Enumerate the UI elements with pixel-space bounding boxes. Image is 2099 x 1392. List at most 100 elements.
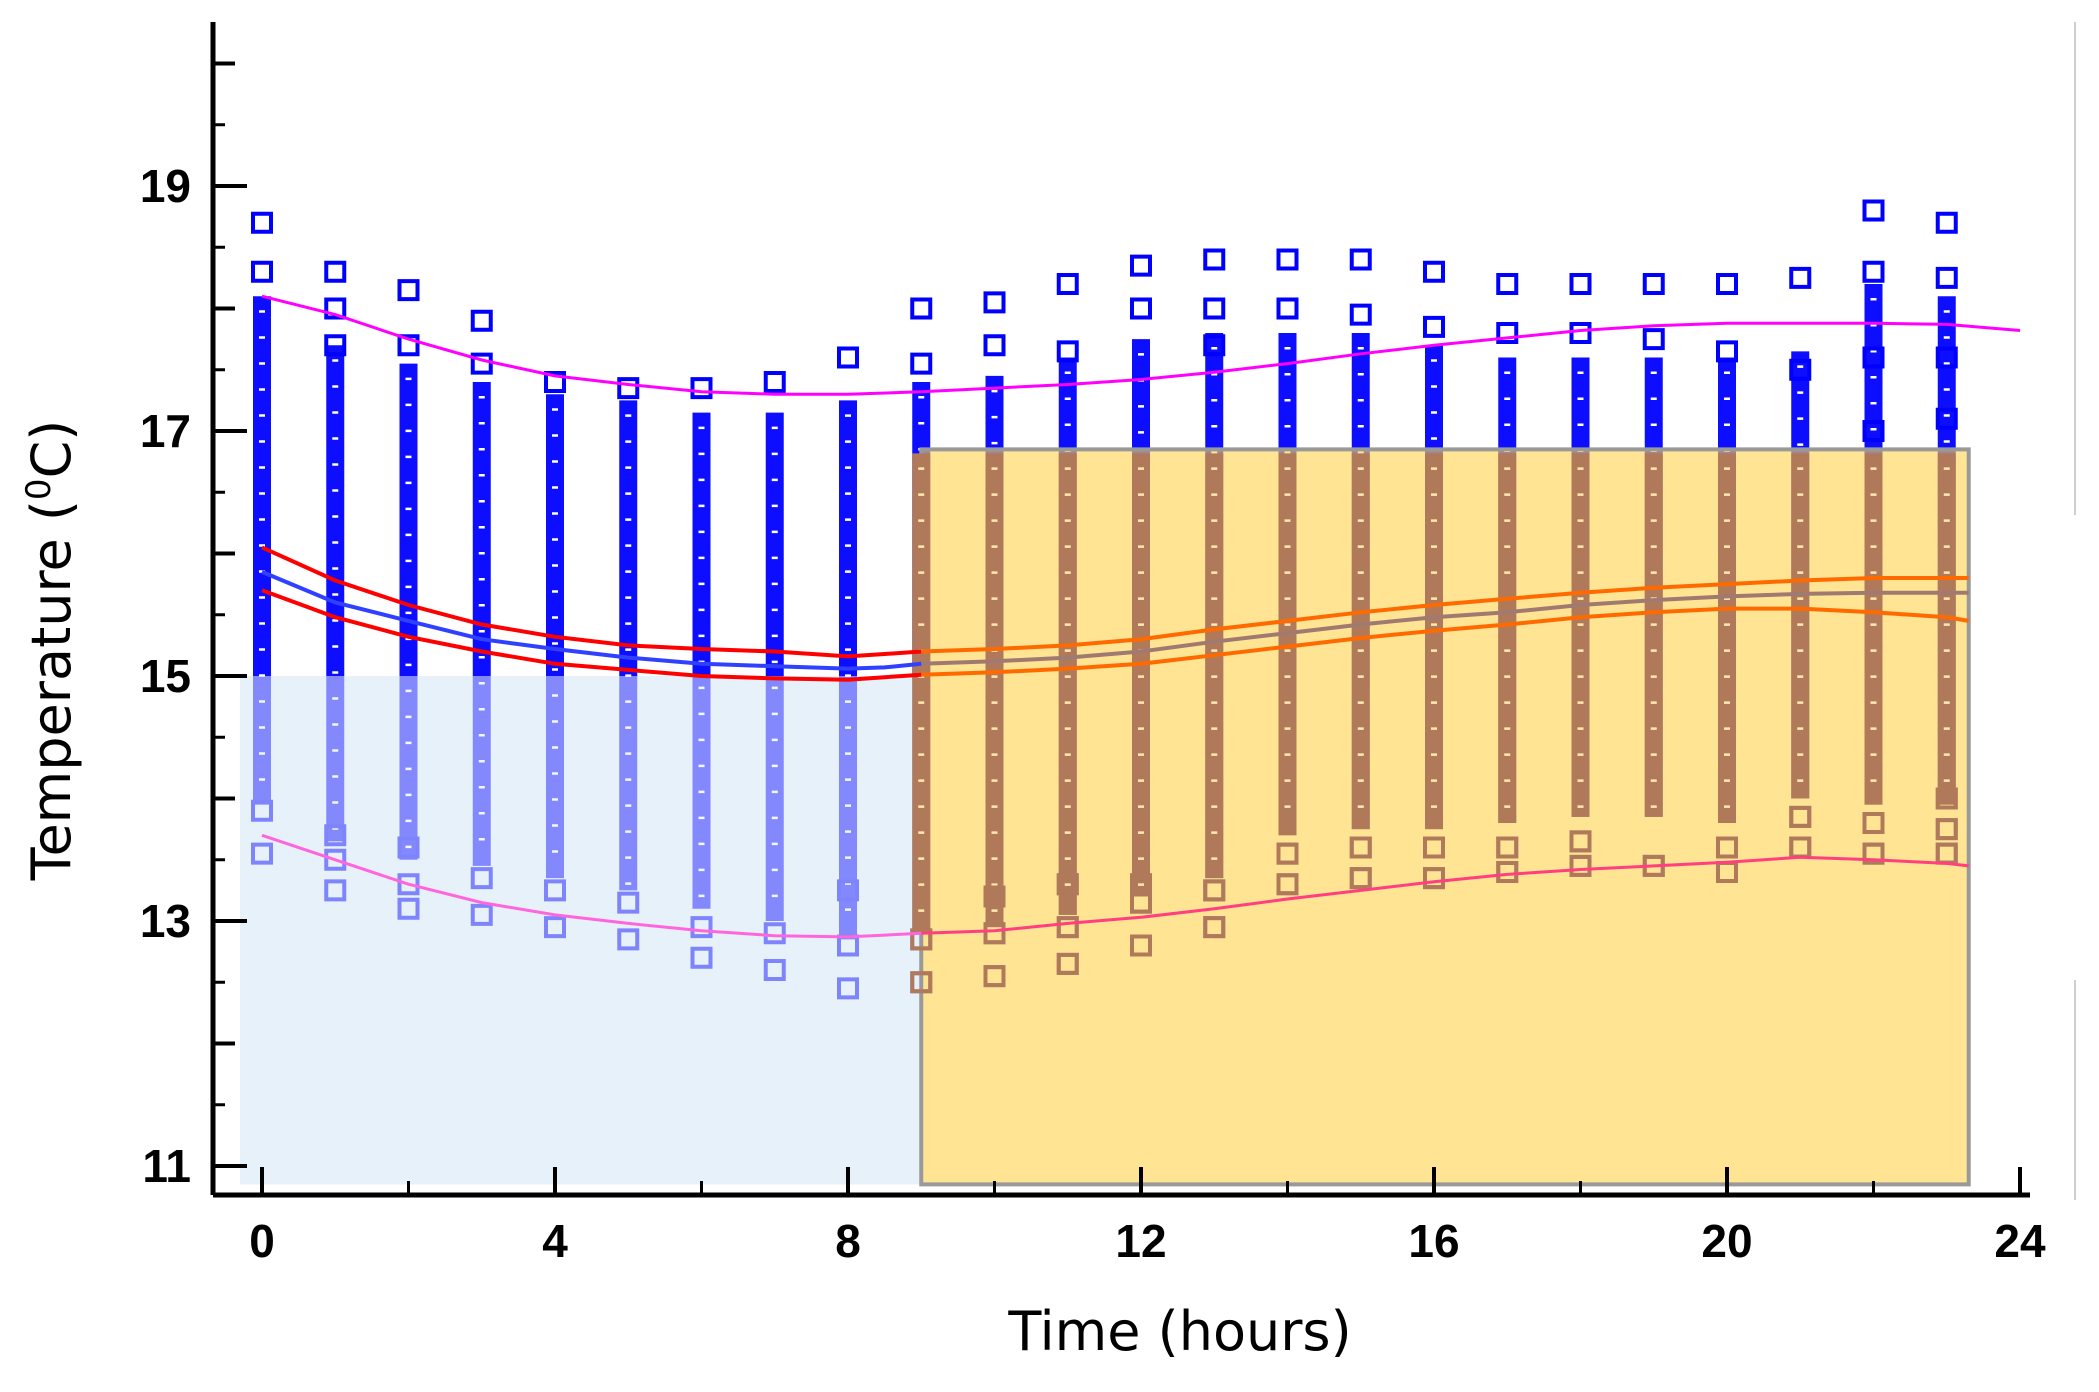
day-point-gap <box>1211 779 1218 782</box>
point-gap <box>332 619 339 622</box>
data-point <box>763 371 786 393</box>
point-gap <box>771 634 778 638</box>
point-gap <box>625 440 632 443</box>
day-point-gap <box>1431 545 1437 548</box>
day-point-gap <box>1504 675 1511 678</box>
ci_upper-line-day <box>921 576 1969 654</box>
data-point <box>1569 322 1592 344</box>
point-gap <box>478 448 485 451</box>
data-point <box>983 291 1006 314</box>
day-point-gap <box>1138 519 1144 522</box>
point-gap <box>845 570 851 573</box>
data-point <box>1862 420 1885 442</box>
point-gap <box>1577 397 1584 400</box>
day-point-gap <box>1284 545 1291 548</box>
point-gap <box>1357 347 1364 350</box>
point-gap <box>1284 399 1291 402</box>
point-gap <box>1431 437 1437 440</box>
day-point-gap <box>1577 493 1584 496</box>
day-point-gap <box>991 857 998 860</box>
day-point-gap <box>991 909 998 912</box>
day-point-gap <box>1577 623 1584 626</box>
day-point-gap <box>1431 467 1437 470</box>
day-point-gap <box>1943 571 1950 574</box>
day-point-gap <box>1138 805 1144 808</box>
point-gap <box>259 414 265 417</box>
data-point <box>1203 297 1226 320</box>
day-point-gap <box>1138 883 1144 886</box>
day-point-gap <box>1138 857 1144 860</box>
day-point-column <box>1718 453 1736 823</box>
data-point <box>1789 358 1812 381</box>
point-gap <box>991 441 998 445</box>
point-gap <box>771 478 778 482</box>
day-point-gap <box>1943 597 1950 600</box>
day-point-gap <box>1431 779 1437 782</box>
day-point-gap <box>1724 649 1730 652</box>
day-data-point <box>1569 830 1592 853</box>
day-point-gap <box>1284 805 1291 808</box>
day-point-gap <box>1064 493 1071 496</box>
day-point-gap <box>1211 675 1218 678</box>
data-point <box>1862 199 1885 222</box>
point-gap <box>698 634 705 638</box>
point-gap <box>1504 397 1511 400</box>
day-data-point <box>983 965 1006 988</box>
point-gap <box>1064 397 1071 400</box>
point-gap <box>1797 391 1804 394</box>
day-point-gap <box>1431 623 1437 626</box>
point-gap <box>1284 373 1291 376</box>
day-region <box>921 449 1969 1185</box>
point-gap <box>405 455 412 459</box>
day-point-gap <box>1504 701 1511 704</box>
point-gap <box>552 564 558 567</box>
day-point-column <box>1791 453 1810 799</box>
day-data-point <box>1423 836 1445 859</box>
point-gap <box>332 645 339 648</box>
data-point <box>617 377 640 400</box>
data-point <box>1276 297 1299 320</box>
point-gap <box>1870 402 1877 405</box>
point-gap <box>332 567 339 570</box>
day-point-gap <box>1064 571 1071 574</box>
day-point-gap <box>918 519 925 522</box>
point-gap <box>1504 371 1511 374</box>
day-point-gap <box>1943 623 1950 626</box>
day-point-gap <box>1504 545 1511 548</box>
point-gap <box>405 481 412 485</box>
point-gap <box>625 596 632 599</box>
point-gap <box>552 590 558 593</box>
point-gap <box>1870 298 1877 301</box>
day-point-gap <box>1943 675 1950 678</box>
point-gap <box>259 362 265 365</box>
day-point-gap <box>1577 675 1584 678</box>
day-point-gap <box>1650 623 1657 626</box>
point-gap <box>698 556 705 560</box>
point-gap <box>1943 336 1950 339</box>
day-point-gap <box>1138 701 1144 704</box>
point-gap <box>552 538 558 541</box>
day-point-column <box>1058 453 1077 915</box>
day-point-gap <box>1943 467 1950 470</box>
data-point <box>1203 248 1226 271</box>
day-point-gap <box>991 753 998 756</box>
day-point-gap <box>991 675 998 678</box>
point-gap <box>845 466 851 469</box>
day-point-gap <box>918 727 925 730</box>
day-point-gap <box>1211 727 1218 730</box>
day-point-gap <box>1797 727 1804 730</box>
data-point <box>324 334 347 357</box>
point-gap <box>1284 347 1291 350</box>
point-gap <box>478 604 485 607</box>
point-gap <box>478 474 485 477</box>
day-point-gap <box>1138 831 1144 834</box>
y-axis-title-superscript: 0 <box>19 478 59 500</box>
day-point-column <box>1498 453 1517 823</box>
data-point <box>1789 266 1812 289</box>
point-gap <box>405 377 412 381</box>
day-point-gap <box>1064 779 1071 782</box>
point-gap <box>845 674 851 677</box>
day-point-gap <box>1284 571 1291 574</box>
day-point-gap <box>1357 649 1364 652</box>
